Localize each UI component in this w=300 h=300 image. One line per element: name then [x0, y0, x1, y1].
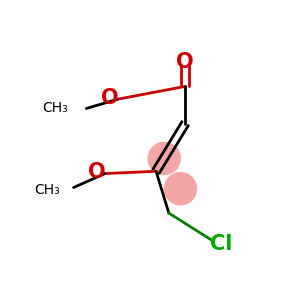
Text: CH₃: CH₃ — [34, 183, 60, 197]
Text: O: O — [101, 88, 119, 108]
Text: CH₃: CH₃ — [42, 101, 68, 116]
Text: O: O — [88, 162, 106, 182]
Text: O: O — [176, 52, 194, 72]
Circle shape — [164, 172, 197, 206]
Text: Cl: Cl — [210, 235, 233, 254]
Circle shape — [148, 142, 181, 175]
